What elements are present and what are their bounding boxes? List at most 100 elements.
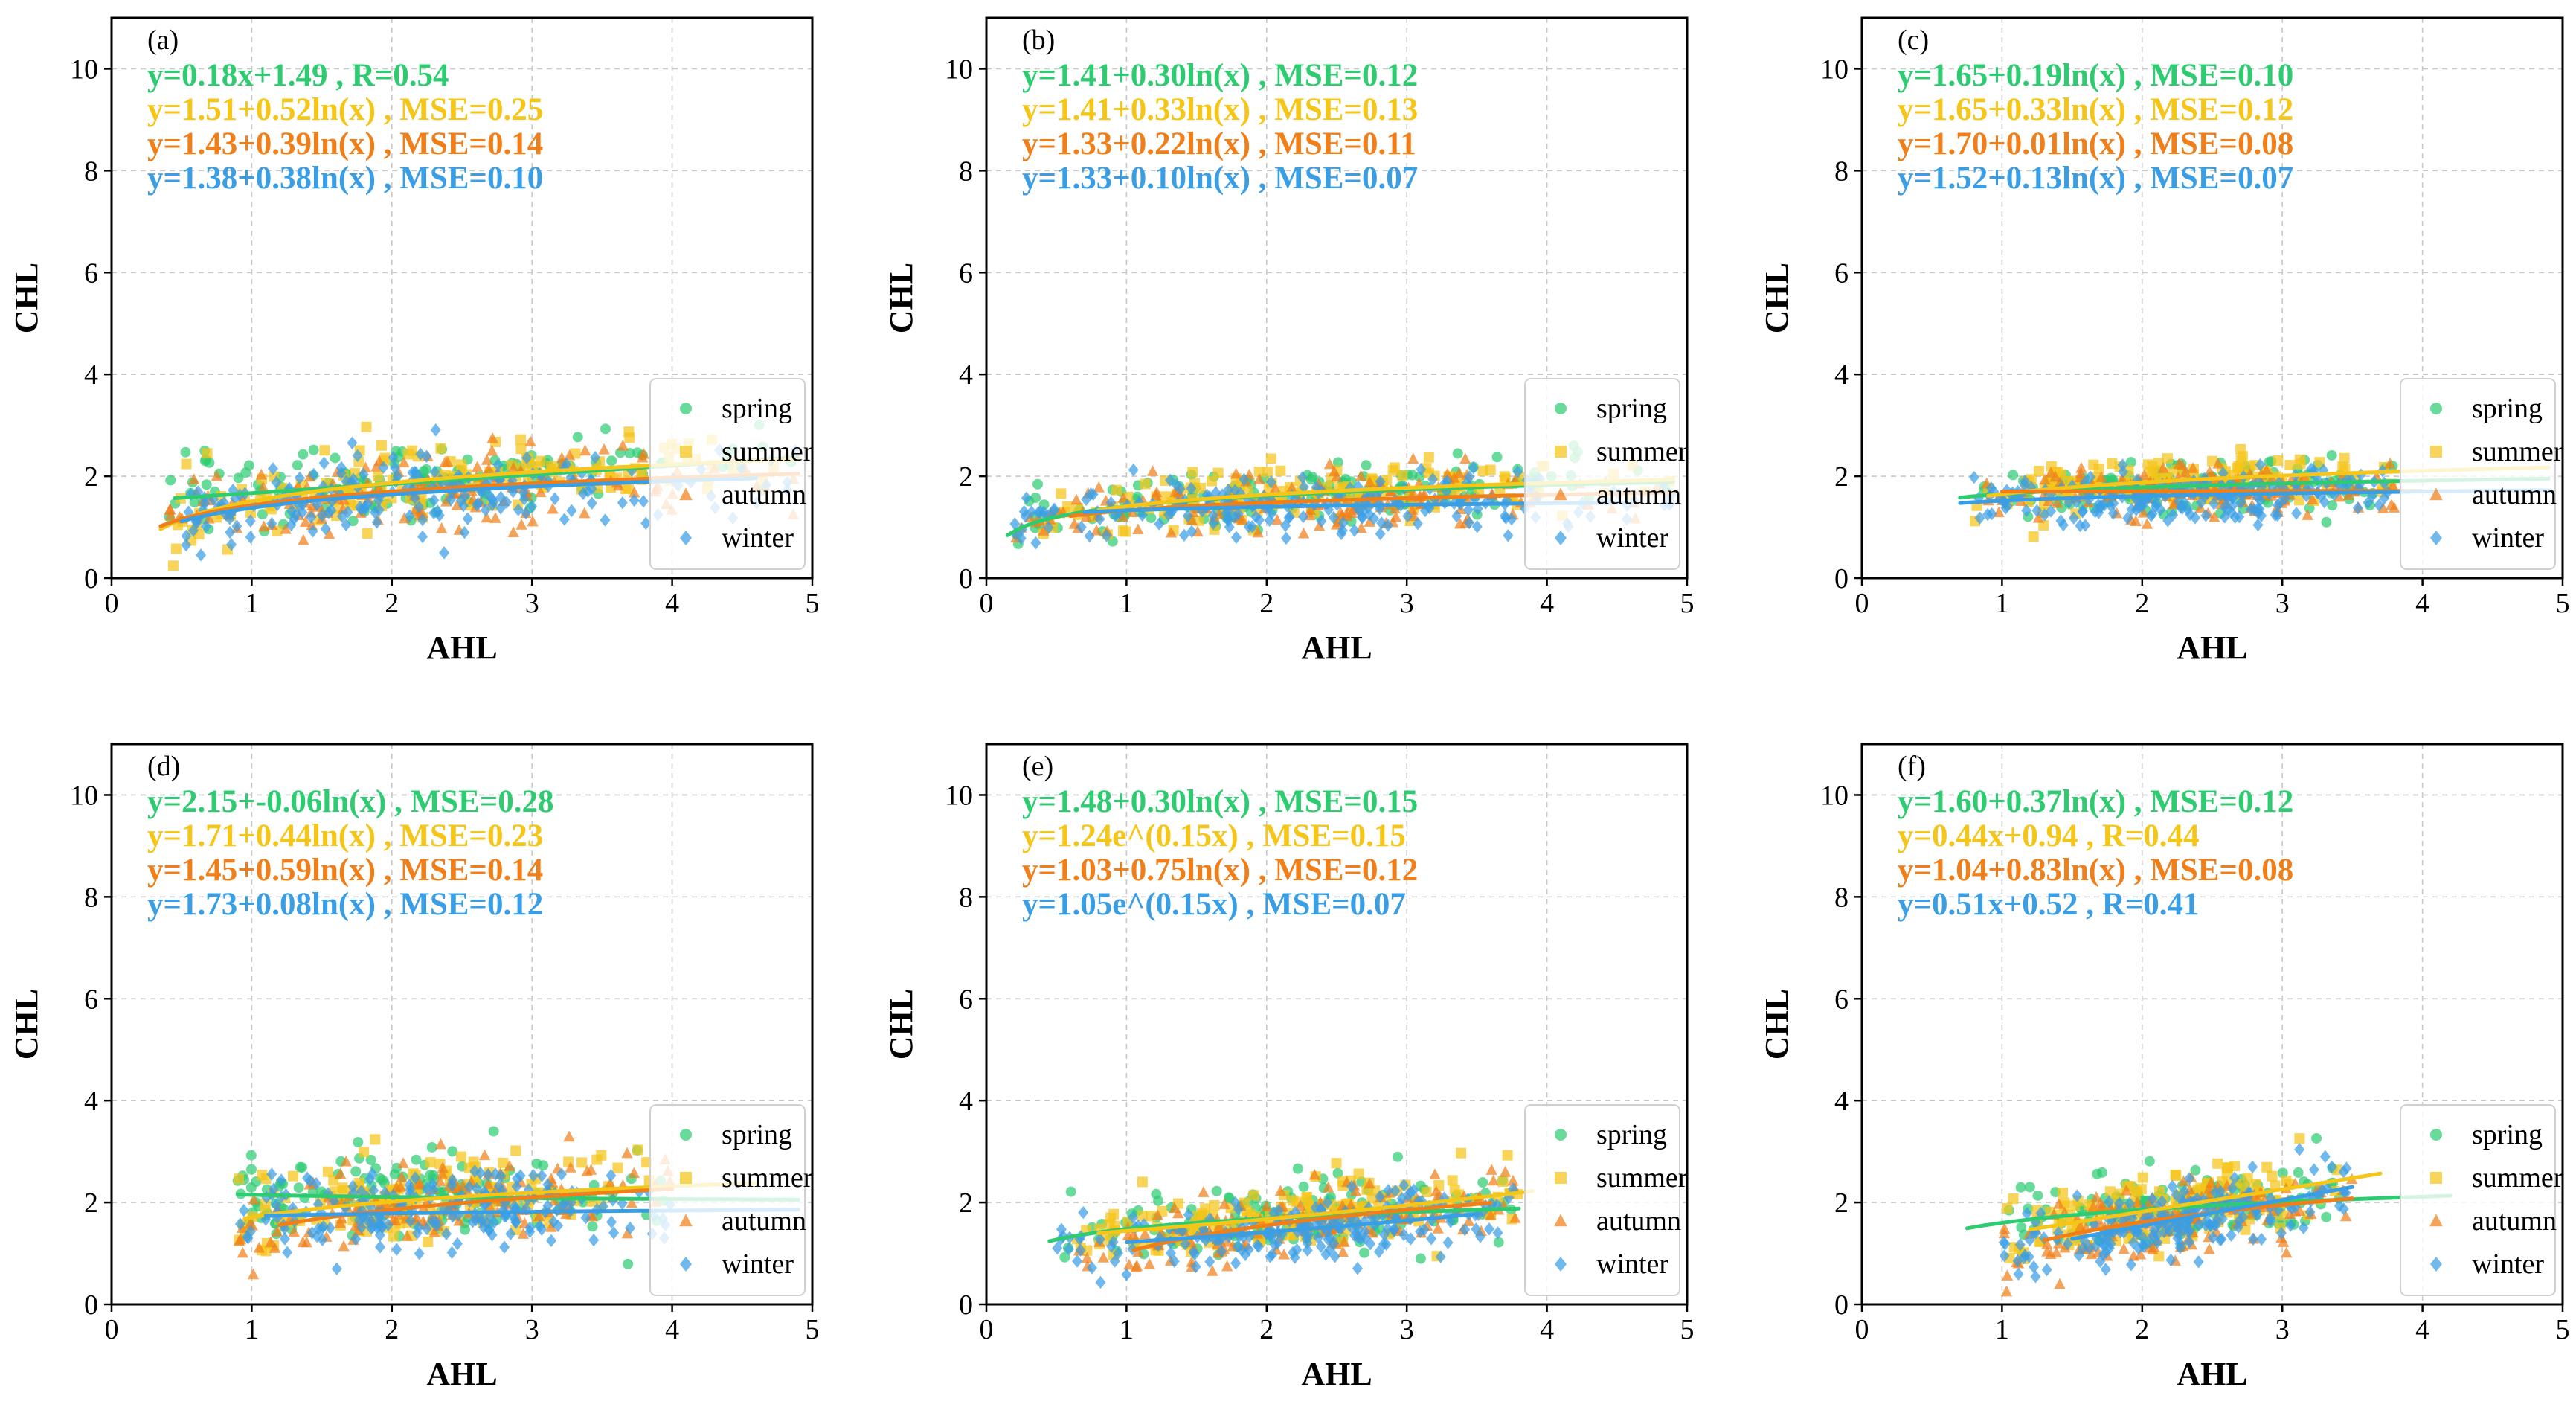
summer-point <box>1331 1158 1342 1169</box>
spring-point <box>365 1154 376 1165</box>
legend-box <box>2400 1104 2556 1296</box>
spring-point <box>1452 448 1463 459</box>
y-tick-label: 10 <box>945 54 973 85</box>
winter-point <box>2374 499 2385 512</box>
winter-point <box>1075 1243 1086 1257</box>
equation-winter: y=1.33+0.10ln(x) , MSE=0.07 <box>1022 161 1418 196</box>
winter-point <box>196 548 207 562</box>
autumn-point <box>1323 458 1336 470</box>
autumn-point <box>1389 502 1401 513</box>
x-tick-label: 3 <box>525 1314 539 1345</box>
x-tick-label: 1 <box>1120 1314 1134 1345</box>
autumn-point <box>486 444 498 456</box>
chart-panel-a: 0 1 2 3 4 5 0 2 4 6 8 10 AHL CHL (a)y=0.18x+1.49 , R=0… <box>8 16 820 666</box>
legend-marker-summer <box>680 446 692 458</box>
x-tick-label: 1 <box>245 1314 259 1345</box>
winter-point <box>2215 1185 2226 1198</box>
winter-point <box>421 1182 432 1196</box>
autumn-point <box>2261 464 2273 475</box>
winter-point <box>1405 1185 1416 1199</box>
winter-point <box>1267 1248 1278 1261</box>
winter-point <box>1451 509 1462 523</box>
winter-point <box>1128 463 1139 477</box>
legend: spring summer autumn winter <box>2400 378 2563 570</box>
winter-point <box>231 519 242 533</box>
legend-marker-spring <box>1555 403 1567 414</box>
spring-point <box>292 460 303 471</box>
winter-point <box>1499 509 1510 523</box>
winter-point <box>2223 502 2234 516</box>
autumn-point <box>1488 1174 1500 1186</box>
summer-point <box>1248 1190 1259 1201</box>
autumn-point <box>2127 1249 2139 1261</box>
spring-point <box>1305 474 1317 485</box>
winter-point <box>1316 514 1327 528</box>
summer-point <box>2142 459 2153 470</box>
legend-marker-spring <box>680 1129 692 1141</box>
y-tick-label: 0 <box>84 563 98 595</box>
autumn-point <box>2053 1198 2065 1209</box>
winter-point <box>368 1184 379 1197</box>
summer-point <box>624 432 635 443</box>
spring-point <box>1392 1151 1403 1162</box>
spring-point <box>389 1169 400 1180</box>
winter-point <box>234 1217 245 1231</box>
winter-point <box>1243 520 1254 533</box>
winter-point <box>427 1214 438 1228</box>
winter-point <box>2031 504 2043 517</box>
winter-point <box>201 519 212 533</box>
autumn-point <box>1274 1185 1287 1196</box>
winter-point <box>2265 1214 2276 1228</box>
spring-point <box>1298 1181 1309 1192</box>
spring-point <box>1477 1177 1488 1188</box>
spring-point <box>447 1146 458 1157</box>
legend-label-winter: winter <box>1596 1249 1668 1280</box>
summer-point <box>612 1162 623 1173</box>
autumn-point <box>565 1161 576 1173</box>
winter-point <box>1492 1226 1503 1240</box>
equation-summer: y=1.24e^(0.15x) , MSE=0.15 <box>1022 818 1406 853</box>
autumn-point <box>1221 1260 1233 1272</box>
autumn-point <box>2281 1246 2293 1258</box>
autumn-point <box>2001 1269 2014 1281</box>
summer-point <box>535 455 546 467</box>
x-tick-label: 5 <box>1680 1314 1695 1345</box>
winter-point <box>348 472 359 486</box>
winter-point <box>266 1167 277 1181</box>
summer-point <box>468 1156 479 1167</box>
spring-point <box>2321 516 2332 528</box>
y-tick-label: 2 <box>84 461 98 493</box>
summer-point <box>1212 467 1224 478</box>
winter-point <box>1128 1211 1139 1224</box>
summer-point <box>1262 467 1273 478</box>
y-tick-label: 6 <box>84 984 98 1015</box>
winter-point <box>566 504 577 518</box>
winter-point <box>2248 1232 2259 1246</box>
x-tick-label: 3 <box>2275 1314 2290 1345</box>
legend-marker-spring <box>680 403 692 414</box>
autumn-point <box>1337 1246 1349 1257</box>
winter-point <box>360 500 371 513</box>
autumn-point <box>2203 465 2216 477</box>
legend-label-summer: summer <box>722 436 813 467</box>
autumn-point <box>1230 467 1242 479</box>
winter-point <box>2254 502 2265 516</box>
winter-point <box>1265 1231 1276 1244</box>
winter-point <box>2184 1235 2195 1249</box>
winter-point <box>1137 508 1148 522</box>
y-tick-label: 0 <box>84 1289 98 1321</box>
winter-point <box>1419 1222 1430 1237</box>
winter-point <box>1121 1268 1132 1281</box>
winter-point <box>2319 495 2330 509</box>
chart-panel-b: 0 1 2 3 4 5 0 2 4 6 8 10 AHL CHL (b)y=1.41+0.30ln(x) ,… <box>883 16 1695 666</box>
autumn-point <box>598 443 610 455</box>
autumn-point <box>483 462 495 474</box>
winter-point <box>2270 508 2281 522</box>
summer-point <box>2284 460 2296 471</box>
x-tick-label: 3 <box>1400 1314 1414 1345</box>
spring-point <box>1032 478 1043 490</box>
autumn-point <box>535 486 547 498</box>
spring-point <box>1030 492 1041 503</box>
summer-point <box>2008 1193 2019 1205</box>
winter-point <box>2272 499 2283 512</box>
